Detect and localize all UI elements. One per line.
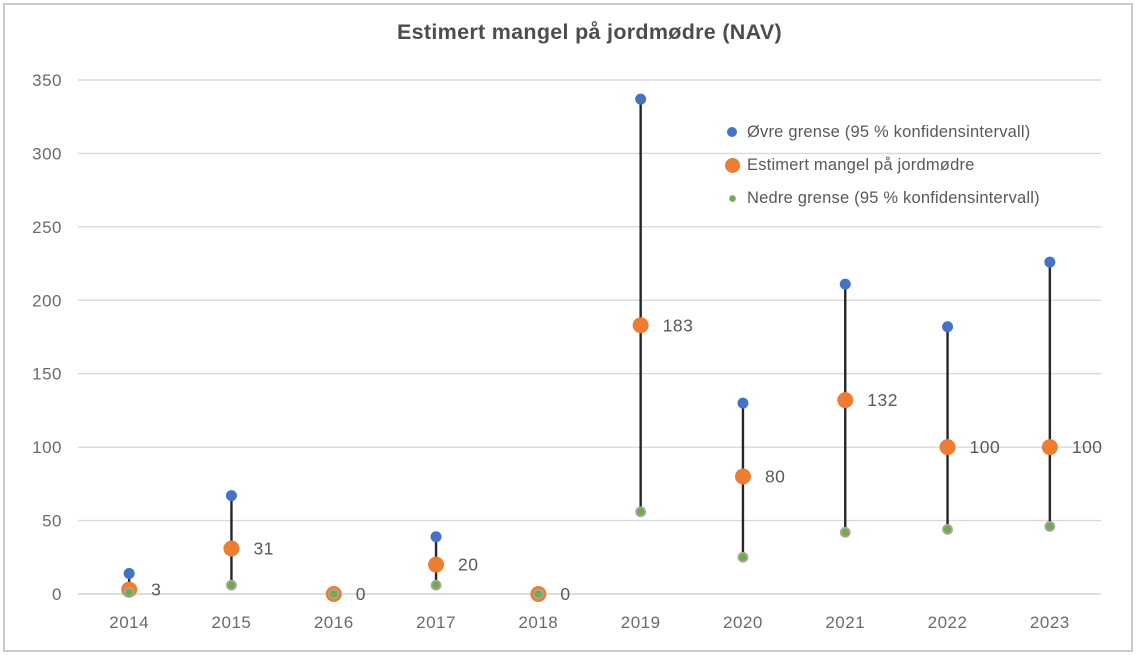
y-axis-tick-300: 300 [32, 144, 62, 163]
y-axis-tick-50: 50 [42, 512, 62, 531]
data-label-2022: 100 [970, 437, 1001, 457]
point-lower-2014 [123, 587, 135, 598]
point-upper-2022 [942, 321, 954, 333]
point-lower-2017 [430, 579, 442, 591]
point-estimate-2022 [939, 439, 956, 456]
point-upper-2020 [737, 397, 749, 409]
point-estimate-2020 [734, 468, 751, 485]
legend-label-lower: Nedre grense (95 % konfidensintervall) [747, 188, 1040, 207]
legend-item-estimate: Estimert mangel på jordmødre [722, 154, 1040, 176]
point-upper-2023 [1044, 256, 1056, 268]
legend-label-estimate: Estimert mangel på jordmødre [747, 155, 975, 174]
x-axis-label-2023: 2023 [1030, 613, 1070, 632]
point-lower-2019 [635, 506, 647, 518]
data-label-2017: 20 [458, 555, 478, 575]
data-label-2021: 132 [867, 390, 898, 410]
legend-label-upper: Øvre grense (95 % konfidensintervall) [747, 122, 1031, 141]
x-axis-label-2014: 2014 [109, 613, 149, 632]
y-axis-tick-350: 350 [32, 71, 62, 90]
data-label-2014: 3 [151, 580, 161, 600]
point-estimate-2015 [223, 540, 240, 557]
point-lower-2021 [839, 526, 851, 538]
x-axis-label-2020: 2020 [723, 613, 763, 632]
data-label-2015: 31 [253, 538, 273, 558]
point-lower-2015 [226, 579, 237, 591]
point-upper-2015 [225, 490, 237, 502]
point-upper-2021 [839, 278, 851, 290]
legend-item-lower: Nedre grense (95 % konfidensintervall) [722, 187, 1040, 209]
x-axis-label-2016: 2016 [314, 613, 354, 632]
y-axis-tick-250: 250 [32, 218, 62, 237]
data-label-2020: 80 [765, 467, 785, 487]
point-estimate-2021 [837, 392, 854, 409]
y-axis-tick-200: 200 [32, 291, 62, 310]
data-label-2018: 0 [560, 584, 570, 604]
legend-marker-upper-icon [722, 127, 742, 137]
point-upper-2019 [635, 93, 647, 105]
x-axis-label-2017: 2017 [416, 613, 456, 632]
point-estimate-2019 [632, 317, 649, 334]
y-axis-tick-0: 0 [52, 585, 62, 604]
point-lower-2018 [532, 588, 544, 600]
point-estimate-2017 [428, 556, 445, 573]
legend-item-upper: Øvre grense (95 % konfidensintervall) [722, 121, 1040, 143]
point-upper-2014 [123, 567, 135, 579]
legend-marker-lower-icon [722, 194, 742, 202]
data-label-2016: 0 [356, 584, 366, 604]
x-axis-label-2019: 2019 [621, 613, 661, 632]
data-label-2019: 183 [663, 315, 694, 335]
chart-title: Estimert mangel på jordmødre (NAV) [397, 20, 782, 44]
point-estimate-2023 [1041, 439, 1058, 456]
legend-marker-estimate-icon [722, 157, 742, 173]
data-label-2023: 100 [1072, 437, 1103, 457]
point-lower-2016 [328, 588, 340, 600]
x-axis-label-2021: 2021 [825, 613, 865, 632]
legend: Øvre grense (95 % konfidensintervall) Es… [722, 121, 1040, 209]
point-lower-2023 [1044, 521, 1056, 532]
point-lower-2022 [942, 523, 953, 535]
x-axis-label-2015: 2015 [212, 613, 252, 632]
y-axis-tick-100: 100 [32, 438, 62, 457]
point-lower-2020 [737, 551, 749, 563]
y-axis-tick-150: 150 [32, 365, 62, 384]
x-axis-label-2022: 2022 [928, 613, 968, 632]
x-axis-label-2018: 2018 [518, 613, 558, 632]
point-upper-2017 [430, 531, 442, 543]
